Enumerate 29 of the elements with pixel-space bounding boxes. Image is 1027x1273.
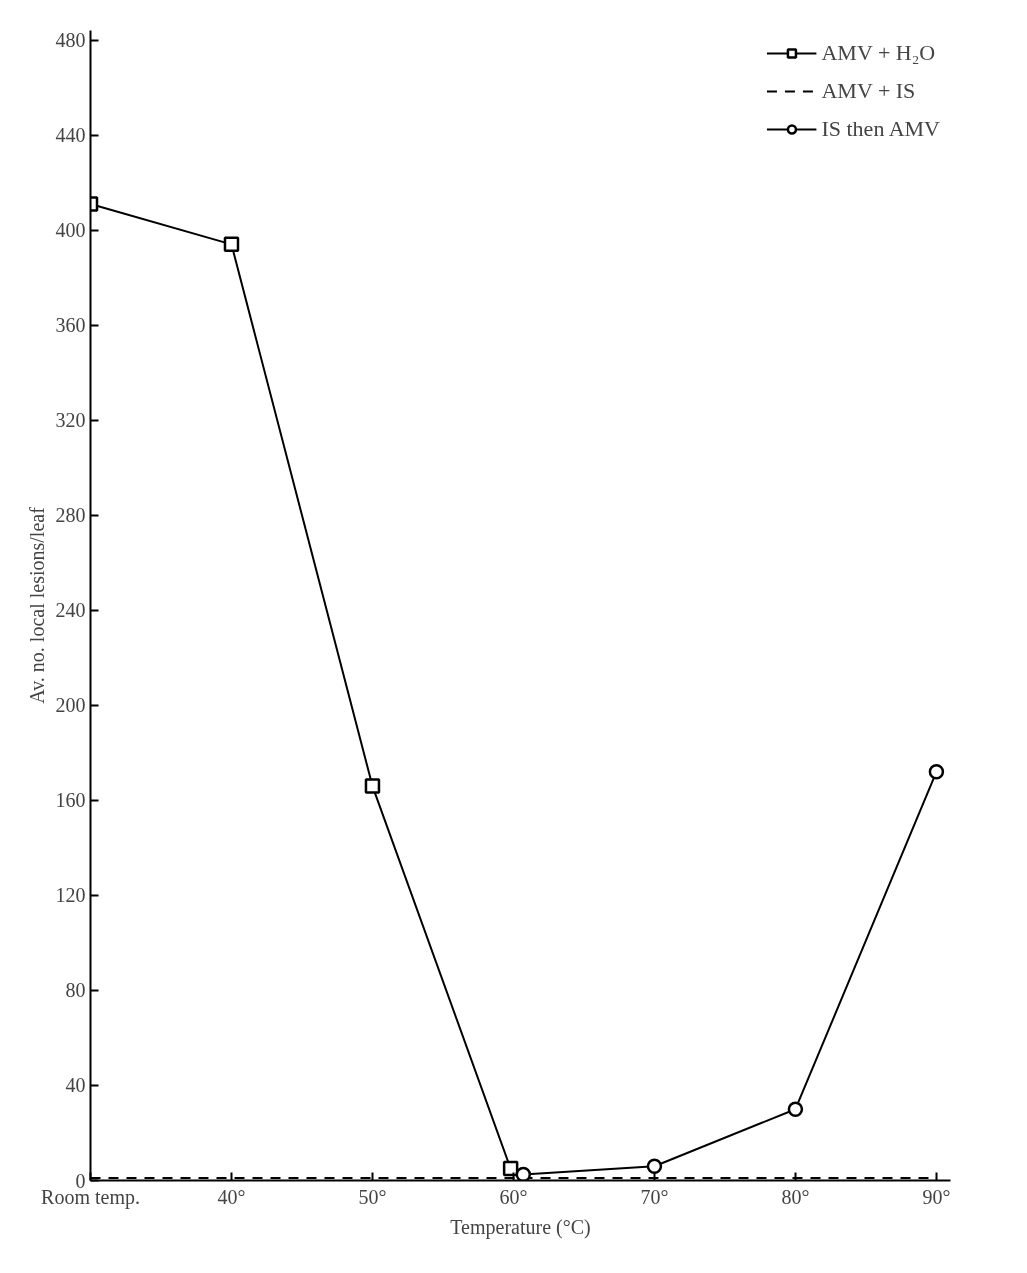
legend-label: AMV + IS [821,78,916,104]
x-tick-label: 80° [781,1185,810,1208]
y-tick-label: 360 [55,314,86,337]
legend-label: AMV + H₂O [821,40,936,66]
y-tick-label: 440 [55,124,86,147]
x-tick-label: 40° [217,1185,246,1208]
y-tick-label: 280 [55,504,86,527]
point [787,1101,804,1117]
x-tick-label: 60° [499,1185,528,1208]
y-tick-label: 160 [55,789,86,812]
y-axis-title: Av. no. local lesions/leaf [25,506,48,704]
y-tick-label: 120 [55,884,86,907]
x-tick-label: 70° [640,1185,669,1208]
point [223,236,240,253]
x-axis-title: Temperature (°C) [450,1215,591,1239]
y-tick-label: 240 [55,599,86,622]
x-tick-label: 50° [358,1185,387,1208]
y-tick-label: 200 [55,694,86,717]
y-tick-label: 80 [65,979,86,1002]
point [364,778,381,794]
y-tick-label: 400 [55,219,86,242]
point [646,1158,663,1174]
point [515,1166,532,1181]
y-tick-label: 40 [65,1074,86,1097]
x-tick-label: 90° [922,1185,951,1208]
point [928,764,945,780]
y-tick-label: 480 [55,29,86,51]
y-tick-label: 320 [55,409,86,432]
legend-label: IS then AMV [821,116,940,142]
